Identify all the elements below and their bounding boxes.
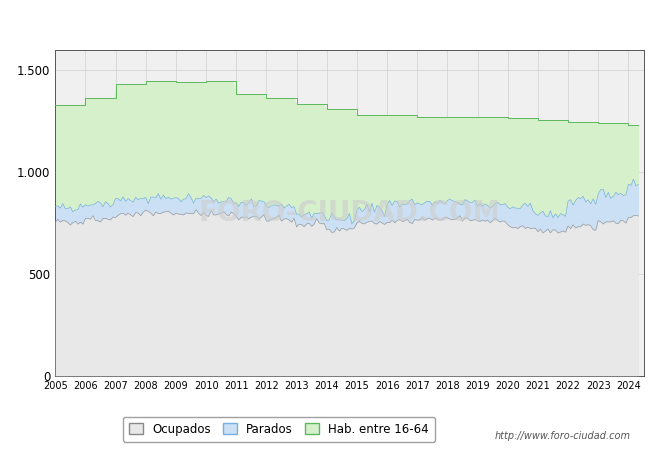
Text: la Font de la Figuera - Evolucion de la poblacion en edad de Trabajar Mayo de 20: la Font de la Figuera - Evolucion de la … <box>70 17 580 30</box>
Text: FORO-CIUDAD.COM: FORO-CIUDAD.COM <box>198 198 500 227</box>
Legend: Ocupados, Parados, Hab. entre 16-64: Ocupados, Parados, Hab. entre 16-64 <box>123 417 435 441</box>
Text: http://www.foro-ciudad.com: http://www.foro-ciudad.com <box>495 431 630 441</box>
